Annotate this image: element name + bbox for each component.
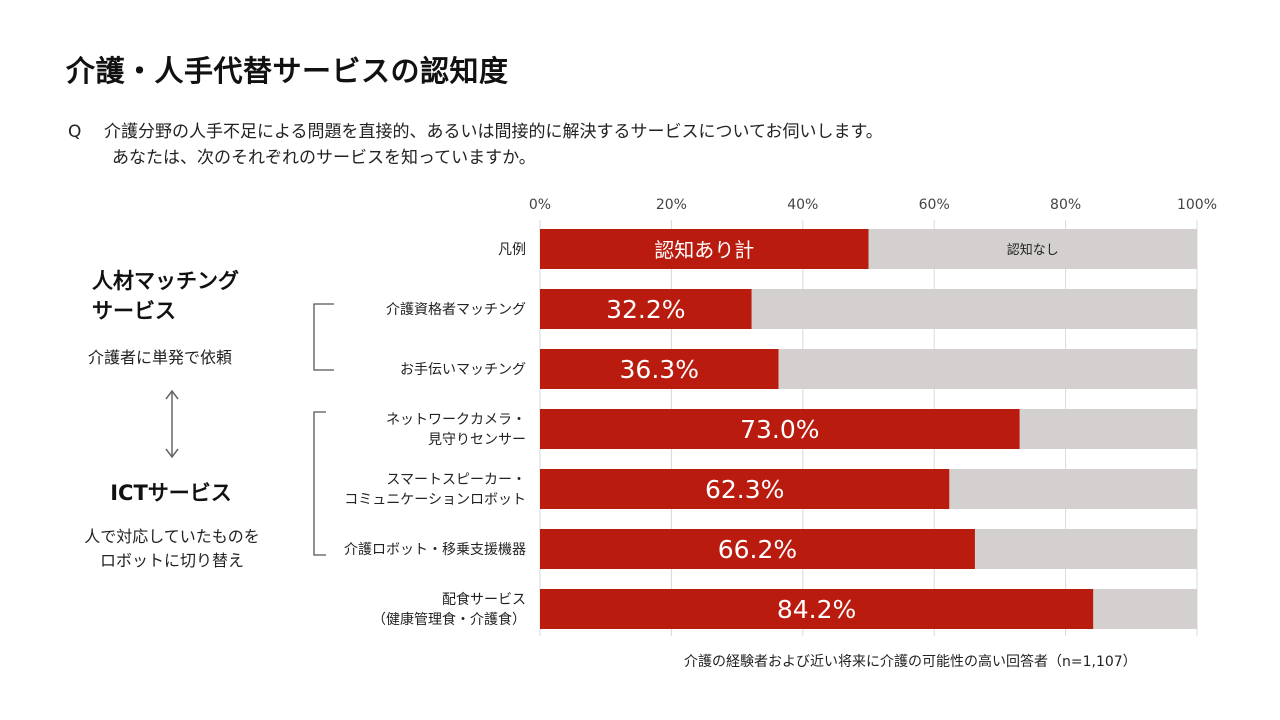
x-tick-label: 0% <box>529 197 551 213</box>
bar-aware <box>540 469 950 509</box>
group-ict-desc-wrap: 人で対応していたものを ロボットに切り替え <box>62 525 282 573</box>
bar-unaware <box>751 289 1197 329</box>
question-line-1: 介護分野の人手不足による問題を直接的、あるいは間接的に解決するサービスについてお… <box>104 122 883 142</box>
group-matching: 人材マッチング サービス <box>92 266 239 326</box>
question-text: Q 介護分野の人手不足による問題を直接的、あるいは間接的に解決するサービスについて… <box>68 119 883 171</box>
bar-value-label: 84.2% <box>777 595 856 624</box>
bar-unaware <box>778 349 1197 389</box>
group-matching-desc: 介護者に単発で依頼 <box>88 348 233 367</box>
category-label: 介護資格者マッチング <box>386 302 526 318</box>
legend-unaware-label: 認知なし <box>1007 242 1059 258</box>
page-title: 介護・人手代替サービスの認知度 <box>66 54 509 88</box>
group-ict-desc-1: 人で対応していたものを <box>84 527 260 546</box>
category-label: 介護ロボット・移乗支援機器 <box>344 542 526 558</box>
bar-unaware <box>1019 409 1197 449</box>
bar-aware <box>540 409 1020 449</box>
bar-aware <box>540 529 975 569</box>
bar-value-label: 62.3% <box>705 475 784 504</box>
group-matching-desc-wrap: 介護者に単発で依頼 <box>88 346 232 370</box>
footnote: 介護の経験者および近い将来に介護の可能性の高い回答者（n=1,107） <box>684 654 1137 670</box>
question-mark: Q <box>68 122 82 142</box>
matching-bracket <box>313 303 334 371</box>
bar-aware <box>540 289 752 329</box>
legend-row-label: 凡例 <box>498 242 526 258</box>
category-label: 配食サービス <box>442 591 526 608</box>
x-tick-label: 80% <box>1050 197 1081 213</box>
legend-bar-aware <box>540 229 869 269</box>
category-label: お手伝いマッチング <box>400 362 526 378</box>
group-matching-title-2: サービス <box>92 299 176 323</box>
group-ict: ICTサービス <box>96 478 246 508</box>
bar-aware <box>540 349 779 389</box>
group-ict-title: ICTサービス <box>110 481 232 505</box>
x-tick-label: 40% <box>787 197 818 213</box>
bar-unaware <box>949 469 1197 509</box>
bar-value-label: 36.3% <box>620 355 699 384</box>
x-tick-label: 20% <box>656 197 687 213</box>
bar-value-label: 73.0% <box>740 415 819 444</box>
category-label: スマートスピーカー・ <box>386 472 526 488</box>
group-matching-title-1: 人材マッチング <box>92 269 239 293</box>
bar-aware <box>540 589 1094 629</box>
category-label: コミュニケーションロボット <box>344 492 526 508</box>
category-label: 見守りセンサー <box>428 432 526 448</box>
x-tick-label: 100% <box>1177 197 1217 213</box>
question-line-2: あなたは、次のそれぞれのサービスを知っていますか。 <box>112 148 536 168</box>
bar-unaware <box>974 529 1197 569</box>
category-label: ネットワークカメラ・ <box>386 412 526 428</box>
category-label: （健康管理食・介護食） <box>372 611 526 628</box>
bar-value-label: 32.2% <box>606 295 685 324</box>
bar-unaware <box>1093 589 1197 629</box>
bar-value-label: 66.2% <box>718 535 797 564</box>
group-ict-desc-2: ロボットに切り替え <box>99 551 244 570</box>
x-tick-label: 60% <box>919 197 950 213</box>
legend-aware-label: 認知あり計 <box>654 238 754 262</box>
group-brackets <box>313 303 334 556</box>
double-arrow-icon <box>165 389 179 459</box>
ict-bracket <box>313 411 326 556</box>
